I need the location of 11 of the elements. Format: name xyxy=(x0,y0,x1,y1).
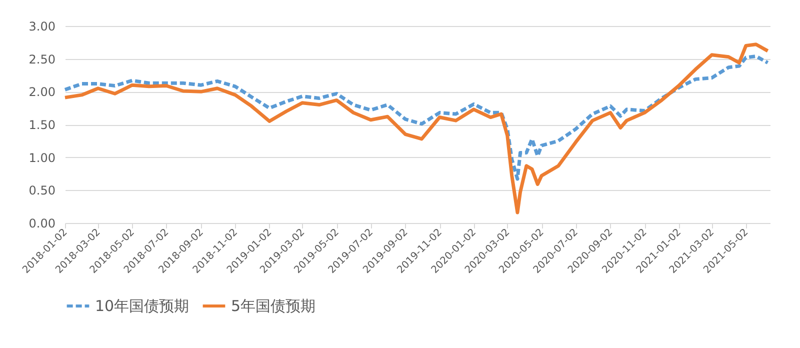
legend-label: 10年国债预期 xyxy=(95,297,190,315)
legend-label: 5年国债预期 xyxy=(231,297,316,315)
y-tick-label: 1.00 xyxy=(28,150,56,165)
y-tick-label: 2.50 xyxy=(28,52,56,66)
line-series xyxy=(63,42,770,214)
y-tick-label: 0.00 xyxy=(28,216,56,230)
line-series xyxy=(63,54,770,181)
y-tick-label: 2.00 xyxy=(28,85,56,100)
y-tick-label: 0.50 xyxy=(28,184,56,198)
y-tick-label: 1.50 xyxy=(28,118,56,132)
y-tick-label: 3.00 xyxy=(28,20,56,34)
